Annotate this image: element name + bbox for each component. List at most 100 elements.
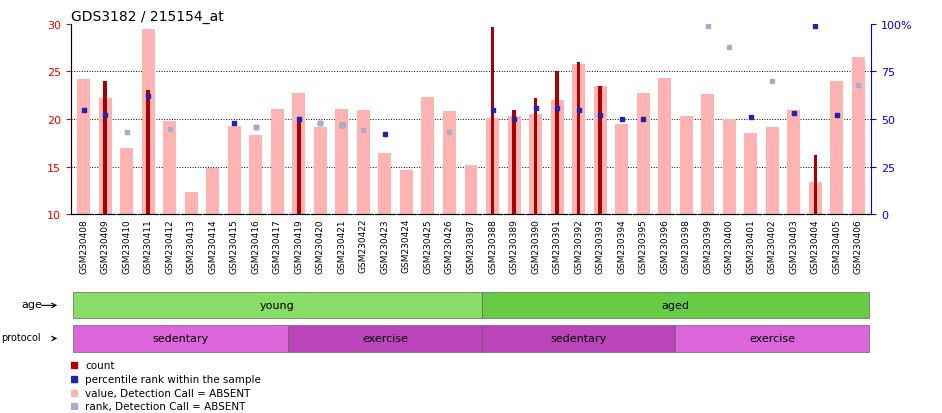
Text: GSM230409: GSM230409: [101, 218, 109, 273]
Text: GSM230414: GSM230414: [208, 218, 218, 273]
Text: GSM230425: GSM230425: [424, 218, 432, 273]
Bar: [572, 65, 585, 215]
Text: percentile rank within the sample: percentile rank within the sample: [85, 374, 261, 384]
Text: age: age: [21, 299, 42, 309]
Text: GSM230405: GSM230405: [833, 218, 841, 273]
Text: GSM230422: GSM230422: [359, 218, 368, 273]
Text: GSM230416: GSM230416: [252, 218, 260, 273]
Bar: [206, 168, 219, 215]
Text: protocol: protocol: [1, 332, 41, 342]
Text: GSM230394: GSM230394: [617, 218, 626, 273]
Text: GSM230413: GSM230413: [187, 218, 196, 273]
Bar: [658, 79, 671, 215]
Bar: [852, 58, 865, 215]
Bar: [421, 98, 434, 215]
Text: GSM230406: GSM230406: [854, 218, 863, 273]
Text: GSM230387: GSM230387: [466, 218, 476, 273]
Text: GSM230393: GSM230393: [595, 218, 605, 273]
Text: GSM230417: GSM230417: [273, 218, 282, 273]
Bar: [314, 127, 327, 215]
Bar: [577, 63, 580, 215]
Text: GSM230395: GSM230395: [639, 218, 648, 273]
Bar: [481, 325, 675, 352]
Text: exercise: exercise: [749, 334, 795, 344]
Text: GSM230420: GSM230420: [316, 218, 325, 273]
Text: GDS3182 / 215154_at: GDS3182 / 215154_at: [71, 10, 223, 24]
Bar: [104, 82, 106, 215]
Bar: [555, 72, 559, 215]
Bar: [481, 292, 869, 319]
Text: GSM230401: GSM230401: [746, 218, 755, 273]
Text: GSM230396: GSM230396: [660, 218, 669, 273]
Bar: [615, 125, 628, 215]
Text: GSM230411: GSM230411: [143, 218, 153, 273]
Bar: [400, 170, 413, 215]
Bar: [379, 154, 391, 215]
Text: GSM230408: GSM230408: [79, 218, 88, 273]
Text: GSM230391: GSM230391: [553, 218, 561, 273]
Bar: [551, 101, 563, 215]
Text: GSM230403: GSM230403: [789, 218, 799, 273]
Bar: [73, 325, 288, 352]
Text: value, Detection Call = ABSENT: value, Detection Call = ABSENT: [85, 388, 251, 398]
Bar: [512, 110, 516, 215]
Bar: [250, 136, 262, 215]
Bar: [637, 94, 650, 215]
Bar: [121, 148, 133, 215]
Text: GSM230419: GSM230419: [294, 218, 303, 273]
Bar: [766, 127, 779, 215]
Bar: [744, 134, 757, 215]
Bar: [508, 117, 521, 215]
Bar: [77, 80, 90, 215]
Text: GSM230400: GSM230400: [724, 218, 734, 273]
Text: GSM230389: GSM230389: [510, 218, 518, 273]
Text: GSM230415: GSM230415: [230, 218, 238, 273]
Text: sedentary: sedentary: [550, 334, 607, 344]
Text: GSM230423: GSM230423: [381, 218, 389, 273]
Bar: [297, 123, 300, 215]
Bar: [357, 110, 370, 215]
Bar: [593, 87, 607, 215]
Bar: [99, 99, 111, 215]
Bar: [486, 119, 499, 215]
Bar: [335, 109, 349, 215]
Text: count: count: [85, 361, 115, 370]
Bar: [73, 292, 481, 319]
Text: rank, Detection Call = ABSENT: rank, Detection Call = ABSENT: [85, 401, 246, 411]
Text: sedentary: sedentary: [153, 334, 208, 344]
Bar: [141, 30, 154, 215]
Bar: [723, 120, 736, 215]
Bar: [814, 156, 818, 215]
Text: GSM230421: GSM230421: [337, 218, 347, 273]
Text: GSM230388: GSM230388: [488, 218, 497, 273]
Text: GSM230424: GSM230424: [402, 218, 411, 273]
Bar: [491, 28, 495, 215]
Bar: [288, 325, 481, 352]
Bar: [809, 183, 821, 215]
Bar: [146, 91, 150, 215]
Bar: [534, 99, 537, 215]
Bar: [270, 109, 284, 215]
Bar: [831, 82, 843, 215]
Text: young: young: [260, 301, 295, 311]
Text: GSM230404: GSM230404: [811, 218, 820, 273]
Bar: [675, 325, 869, 352]
Bar: [701, 95, 714, 215]
Text: GSM230392: GSM230392: [574, 218, 583, 273]
Bar: [680, 117, 692, 215]
Bar: [185, 193, 198, 215]
Bar: [228, 126, 241, 215]
Bar: [443, 112, 456, 215]
Text: exercise: exercise: [362, 334, 408, 344]
Text: GSM230399: GSM230399: [704, 218, 712, 273]
Bar: [788, 110, 801, 215]
Bar: [598, 87, 602, 215]
Text: aged: aged: [661, 301, 690, 311]
Bar: [529, 115, 542, 215]
Bar: [163, 122, 176, 215]
Text: GSM230398: GSM230398: [682, 218, 690, 273]
Text: GSM230390: GSM230390: [531, 218, 540, 273]
Text: GSM230412: GSM230412: [165, 218, 174, 273]
Text: GSM230410: GSM230410: [122, 218, 131, 273]
Text: GSM230402: GSM230402: [768, 218, 777, 273]
